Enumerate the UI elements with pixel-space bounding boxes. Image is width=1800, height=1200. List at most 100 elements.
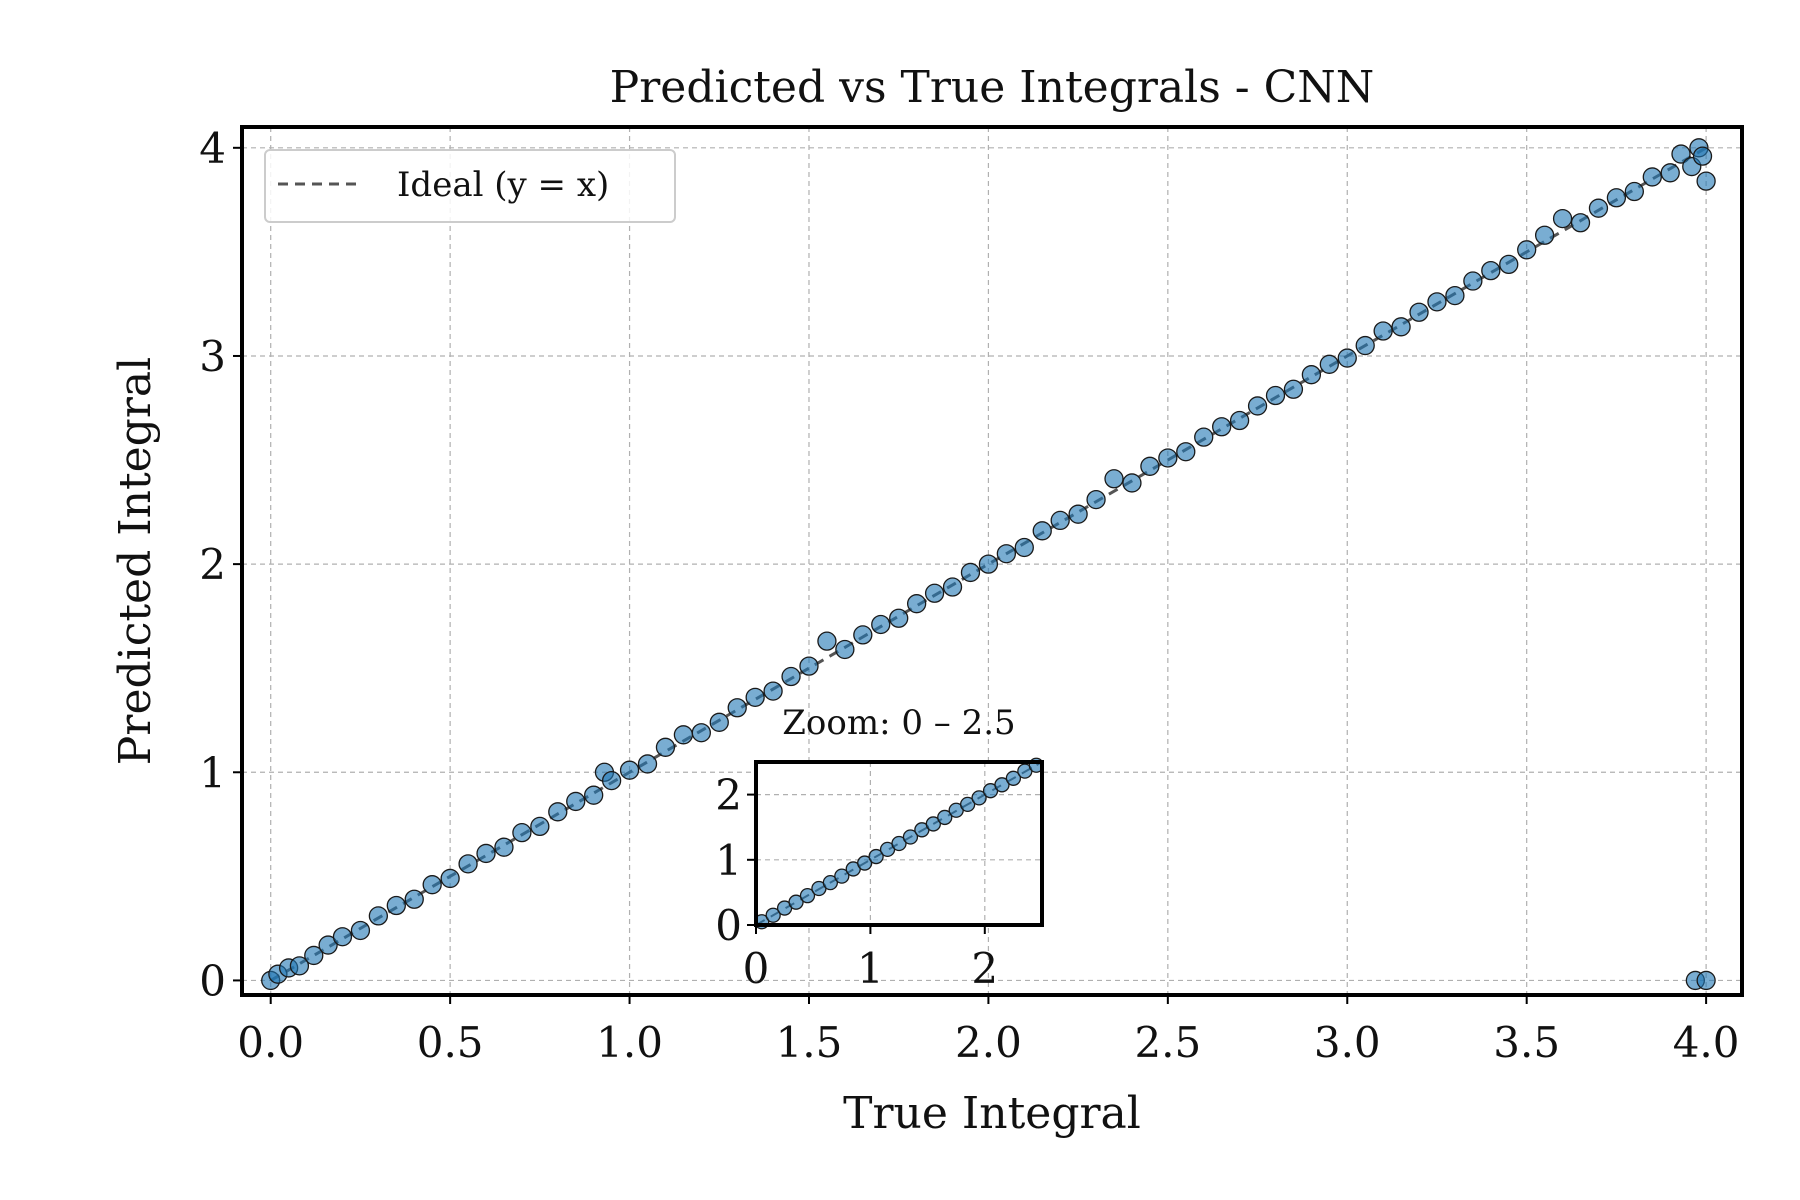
inset-x-axis-ticks: 0 1 2 bbox=[743, 925, 998, 993]
main-data-point bbox=[422, 875, 442, 895]
inset-x-tick-label: 1 bbox=[857, 944, 884, 993]
main-data-point bbox=[584, 785, 604, 805]
legend: Ideal (y = x) bbox=[264, 149, 676, 223]
main-data-point bbox=[1229, 410, 1250, 431]
main-data-point bbox=[799, 656, 819, 676]
main-data-point bbox=[494, 837, 514, 857]
main-data-point bbox=[1283, 379, 1304, 399]
inset-data-point bbox=[959, 796, 976, 813]
inset-data-point bbox=[902, 829, 919, 845]
main-data-point bbox=[1570, 213, 1591, 233]
main-data-point bbox=[1337, 348, 1357, 368]
main-data-point bbox=[530, 816, 550, 837]
main-x-tick-label: 3.0 bbox=[1314, 1018, 1381, 1067]
inset-chart: 0 1 2 0 1 2 Zoom: 0 – 2.5 bbox=[715, 703, 1044, 993]
main-data-point bbox=[1696, 970, 1716, 991]
main-data-point bbox=[1140, 456, 1160, 476]
main-scatter-points bbox=[261, 138, 1716, 991]
main-data-point bbox=[1409, 302, 1429, 322]
chart-title: Predicted vs True Integrals - CNN bbox=[610, 62, 1375, 113]
main-data-point bbox=[1692, 146, 1713, 166]
main-data-point bbox=[655, 737, 676, 757]
main-data-point bbox=[368, 906, 389, 926]
main-data-point bbox=[318, 935, 338, 955]
main-plot-frame bbox=[240, 125, 1744, 997]
inset-x-tick-label: 2 bbox=[971, 944, 998, 993]
main-data-point bbox=[548, 802, 568, 822]
inset-title: Zoom: 0 – 2.5 bbox=[782, 703, 1015, 743]
main-y-tick-label: 0 bbox=[199, 956, 226, 1005]
main-data-point bbox=[304, 945, 324, 966]
legend-box bbox=[264, 149, 676, 223]
main-data-point bbox=[440, 868, 460, 889]
main-data-point bbox=[960, 562, 981, 583]
inset-data-point bbox=[925, 816, 941, 832]
inset-frame bbox=[754, 760, 1044, 927]
main-x-tick-label: 2.0 bbox=[955, 1018, 1022, 1067]
main-data-point bbox=[619, 760, 640, 780]
main-data-point bbox=[1552, 208, 1573, 229]
main-data-point bbox=[1265, 385, 1286, 406]
inset-data-point bbox=[822, 874, 839, 891]
main-data-point bbox=[1517, 240, 1537, 260]
main-data-point bbox=[1391, 317, 1411, 337]
inset-x-tick-label: 0 bbox=[743, 944, 770, 993]
main-data-point bbox=[1212, 417, 1232, 437]
main-data-point bbox=[1086, 489, 1106, 510]
main-data-point bbox=[404, 889, 424, 909]
main-data-point bbox=[1176, 442, 1196, 462]
main-data-point bbox=[1122, 473, 1142, 493]
main-data-point bbox=[1671, 144, 1691, 164]
main-data-point bbox=[601, 770, 622, 791]
main-x-tick-label: 0.0 bbox=[237, 1018, 304, 1067]
main-data-point bbox=[1014, 537, 1034, 558]
main-data-point bbox=[332, 927, 353, 947]
main-data-point bbox=[1606, 188, 1627, 208]
inset-data-point bbox=[799, 888, 816, 904]
inset-y-axis-ticks: 0 1 2 bbox=[715, 771, 756, 950]
main-data-point bbox=[386, 895, 406, 916]
main-data-point bbox=[1068, 504, 1088, 524]
main-data-point bbox=[1588, 198, 1609, 218]
main-data-point bbox=[709, 712, 729, 732]
main-data-point bbox=[1158, 448, 1178, 468]
main-data-point bbox=[745, 687, 765, 707]
main-y-tick-label: 4 bbox=[199, 124, 226, 173]
inset-data-point bbox=[834, 868, 850, 884]
main-data-point bbox=[942, 577, 963, 597]
main-x-tick-label: 2.5 bbox=[1134, 1018, 1201, 1067]
main-y-tick-label: 1 bbox=[199, 748, 226, 797]
x-axis-label: True Integral bbox=[843, 1088, 1141, 1139]
main-data-point bbox=[1355, 335, 1375, 356]
main-x-tick-label: 1.5 bbox=[776, 1018, 843, 1067]
inset-data-point bbox=[994, 777, 1010, 793]
main-data-point bbox=[476, 843, 496, 864]
main-data-point bbox=[853, 625, 873, 645]
inset-y-tick-label: 0 bbox=[715, 901, 742, 950]
main-data-point bbox=[1642, 167, 1662, 187]
main-data-point bbox=[1499, 254, 1519, 275]
main-data-point bbox=[1427, 292, 1447, 312]
main-data-point bbox=[978, 554, 999, 574]
main-y-tick-label: 2 bbox=[199, 540, 226, 589]
main-x-tick-label: 0.5 bbox=[417, 1018, 484, 1067]
main-data-point bbox=[1194, 427, 1214, 447]
main-data-point bbox=[871, 614, 891, 635]
inset-data-point bbox=[765, 907, 781, 923]
main-data-point bbox=[817, 631, 837, 651]
main-x-tick-label: 1.0 bbox=[596, 1018, 663, 1067]
main-data-point bbox=[1050, 510, 1070, 531]
main-data-point bbox=[1481, 260, 1501, 281]
inset-data-point bbox=[868, 848, 884, 865]
y-axis-label: Predicted Integral bbox=[110, 357, 161, 765]
main-x-tick-label: 3.5 bbox=[1493, 1018, 1560, 1067]
main-data-point bbox=[1373, 321, 1393, 341]
main-data-point bbox=[350, 920, 371, 941]
inset-data-point bbox=[971, 790, 987, 806]
main-data-point bbox=[906, 594, 927, 614]
main-data-point bbox=[1319, 354, 1339, 374]
inset-y-tick-label: 2 bbox=[715, 771, 742, 820]
main-data-point bbox=[289, 956, 310, 976]
main-y-axis-ticks: 0 1 2 3 4 bbox=[199, 124, 242, 1005]
